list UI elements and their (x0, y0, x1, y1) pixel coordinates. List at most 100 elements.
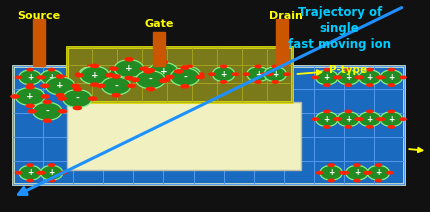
Circle shape (139, 72, 147, 76)
Text: +: + (388, 73, 394, 82)
Circle shape (151, 80, 159, 84)
Ellipse shape (33, 102, 62, 120)
Circle shape (344, 83, 352, 87)
Circle shape (96, 84, 106, 88)
Circle shape (208, 72, 216, 76)
Circle shape (58, 96, 67, 101)
Circle shape (55, 93, 65, 98)
Circle shape (353, 163, 361, 167)
Circle shape (159, 60, 168, 64)
Circle shape (323, 125, 331, 129)
Circle shape (144, 69, 153, 74)
Circle shape (323, 68, 331, 72)
Text: +: + (221, 70, 227, 79)
Circle shape (105, 72, 113, 76)
Circle shape (260, 72, 267, 76)
Circle shape (161, 77, 170, 82)
Text: +: + (49, 73, 55, 82)
Ellipse shape (144, 67, 166, 82)
Circle shape (55, 74, 65, 79)
Circle shape (353, 179, 361, 182)
Circle shape (146, 68, 155, 73)
Circle shape (15, 75, 22, 79)
Ellipse shape (170, 68, 200, 86)
Text: +: + (56, 81, 64, 90)
Circle shape (366, 68, 374, 72)
Circle shape (271, 64, 279, 68)
Circle shape (124, 76, 134, 80)
Bar (67, 102, 301, 170)
Text: +: + (255, 70, 261, 79)
Circle shape (59, 171, 67, 175)
Circle shape (43, 100, 52, 104)
Text: N-type: N-type (409, 148, 430, 158)
Circle shape (86, 64, 94, 68)
Circle shape (26, 163, 34, 167)
Ellipse shape (149, 62, 178, 80)
Circle shape (344, 68, 352, 72)
Circle shape (28, 109, 37, 114)
Circle shape (43, 118, 52, 123)
Circle shape (376, 75, 384, 79)
Text: +: + (388, 115, 394, 124)
Circle shape (146, 87, 155, 91)
Circle shape (59, 75, 67, 79)
Text: -: - (46, 107, 49, 116)
Ellipse shape (316, 70, 338, 85)
Text: +: + (91, 71, 98, 80)
Circle shape (90, 64, 99, 68)
Text: +: + (367, 73, 373, 82)
Ellipse shape (80, 66, 109, 84)
Circle shape (163, 72, 170, 76)
Text: +: + (26, 92, 34, 101)
Circle shape (378, 117, 385, 121)
Text: +: + (49, 168, 55, 177)
Circle shape (111, 74, 121, 79)
Circle shape (159, 78, 168, 83)
Circle shape (243, 72, 250, 76)
Circle shape (220, 80, 227, 84)
Circle shape (86, 80, 94, 84)
Circle shape (323, 109, 331, 113)
Circle shape (180, 84, 190, 89)
Circle shape (165, 75, 175, 79)
Circle shape (366, 109, 374, 113)
Bar (67, 47, 292, 102)
Ellipse shape (79, 67, 101, 82)
Text: Trajectory of
single
fast moving ion: Trajectory of single fast moving ion (288, 6, 391, 51)
Circle shape (36, 171, 44, 175)
Circle shape (128, 72, 136, 76)
Circle shape (117, 64, 124, 68)
Circle shape (98, 72, 106, 76)
Circle shape (316, 171, 323, 175)
Circle shape (48, 179, 55, 182)
Circle shape (40, 94, 50, 99)
Circle shape (387, 109, 395, 113)
Ellipse shape (380, 112, 402, 127)
Circle shape (271, 80, 279, 84)
Circle shape (399, 117, 407, 121)
Ellipse shape (40, 165, 63, 180)
Text: +: + (87, 70, 93, 79)
Bar (153, 32, 165, 66)
Circle shape (311, 117, 319, 121)
Circle shape (10, 94, 20, 99)
Circle shape (335, 117, 342, 121)
Circle shape (386, 171, 394, 175)
Text: P-type: P-type (297, 65, 367, 75)
Circle shape (333, 117, 341, 121)
Text: +: + (186, 70, 192, 79)
Circle shape (366, 83, 374, 87)
Circle shape (48, 163, 55, 167)
Circle shape (354, 117, 362, 121)
Circle shape (26, 83, 34, 87)
Circle shape (180, 65, 190, 70)
Ellipse shape (40, 70, 63, 85)
Ellipse shape (136, 71, 165, 89)
Circle shape (185, 80, 193, 84)
Circle shape (40, 84, 50, 88)
Circle shape (126, 84, 136, 88)
Circle shape (375, 163, 382, 167)
Circle shape (333, 75, 341, 79)
Circle shape (197, 72, 205, 76)
